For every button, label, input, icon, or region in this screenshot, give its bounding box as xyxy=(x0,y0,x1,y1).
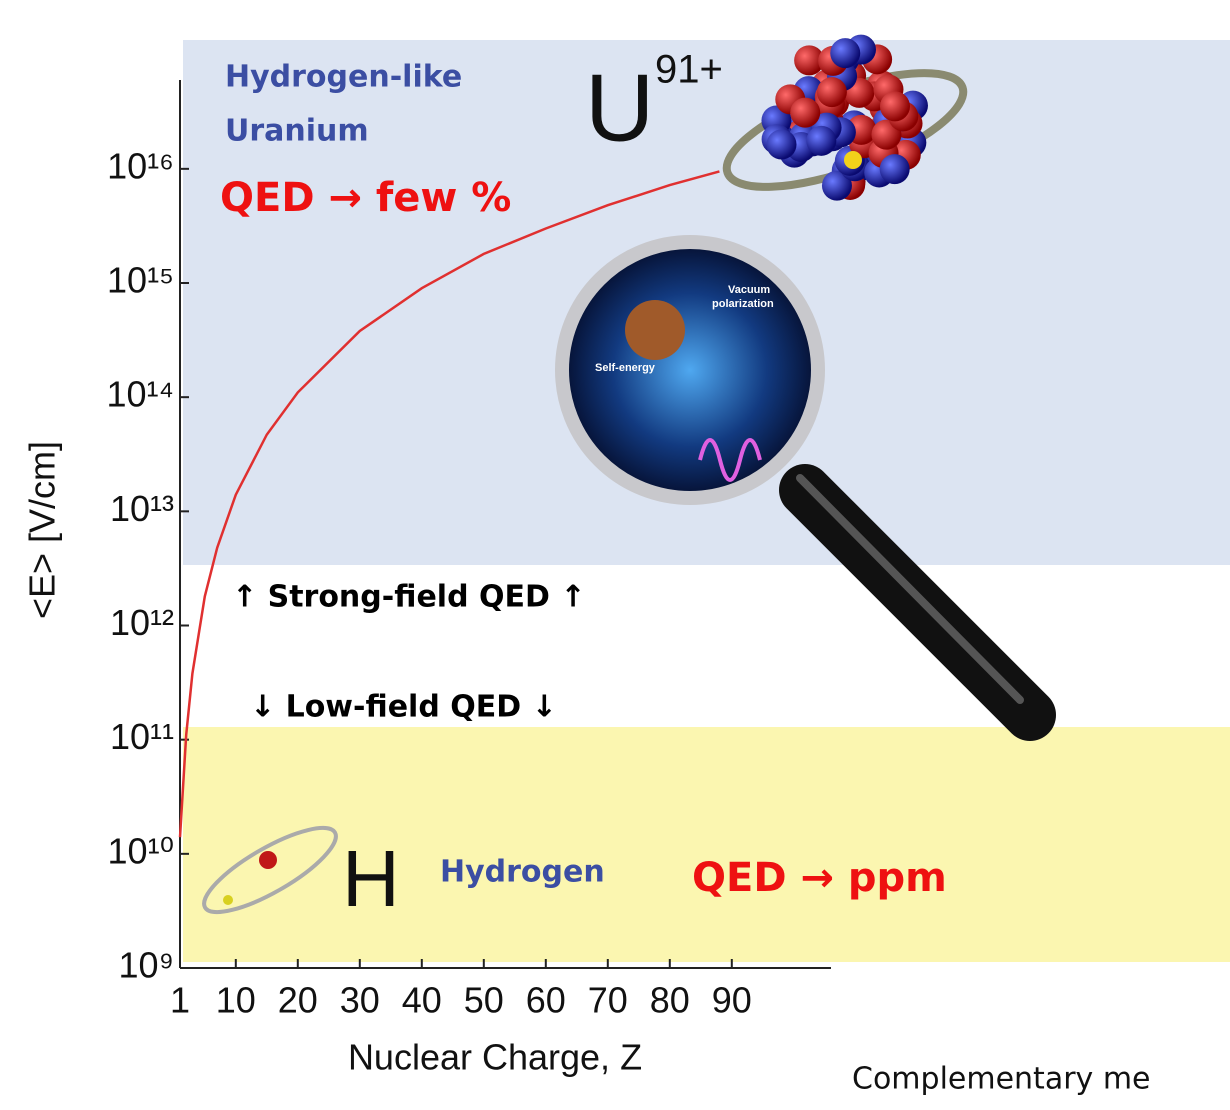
h-orbit xyxy=(202,825,338,915)
x-tick-label: 40 xyxy=(402,980,442,1021)
nucleus xyxy=(761,34,928,201)
photon-wave xyxy=(698,438,762,482)
y-tick-label: 10¹³ xyxy=(110,488,174,529)
annotation: Hydrogen-like xyxy=(225,60,462,95)
nucleon xyxy=(790,97,821,128)
magnifier-lens xyxy=(555,235,825,505)
x-tick-label: 30 xyxy=(340,980,380,1021)
nucleon xyxy=(766,129,797,160)
x-tick-label: 20 xyxy=(278,980,318,1021)
annotation: Uranium xyxy=(225,114,369,149)
annotation: ↑ Strong-field QED ↑ xyxy=(232,580,585,615)
x-tick-label: 70 xyxy=(588,980,628,1021)
electron xyxy=(844,151,862,169)
y-tick-label: 10¹⁴ xyxy=(107,374,175,415)
y-tick-label: 10¹¹ xyxy=(110,716,174,757)
annotation: Hydrogen xyxy=(440,855,605,890)
y-tick-label: 10¹⁶ xyxy=(107,145,174,186)
annotation: QED → ppm xyxy=(692,855,947,901)
x-tick-label: 1 xyxy=(170,980,190,1021)
nucleon xyxy=(806,125,837,156)
element-symbol: H xyxy=(342,834,400,923)
lens-nucleus xyxy=(625,300,685,360)
h-nucleus xyxy=(259,851,277,869)
y-tick-label: 10¹⁰ xyxy=(108,830,174,871)
nucleon xyxy=(794,45,825,76)
element-symbol: U xyxy=(585,54,654,161)
x-tick-label: 10 xyxy=(216,980,256,1021)
lens-label: Vacuum xyxy=(728,284,770,296)
h-electron xyxy=(223,895,233,905)
x-tick-label: 90 xyxy=(712,980,752,1021)
y-tick-label: 10¹² xyxy=(110,602,174,643)
data-line xyxy=(178,170,720,838)
illustrations xyxy=(202,34,1056,915)
x-tick-label: 50 xyxy=(464,980,504,1021)
annotation: ↓ Low-field QED ↓ xyxy=(250,690,557,725)
nucleon xyxy=(821,170,852,201)
x-tick-label: 80 xyxy=(650,980,690,1021)
y-axis-title: <E> [V/cm] xyxy=(22,441,63,619)
nucleon xyxy=(830,38,861,69)
lens-label: Self-energy xyxy=(595,362,656,374)
y-tick-label: 10⁹ xyxy=(119,945,174,986)
x-axis-title: Nuclear Charge, Z xyxy=(348,1037,642,1078)
ion-charge: 91+ xyxy=(655,48,723,92)
nucleon xyxy=(879,154,910,185)
nucleon xyxy=(816,77,847,108)
annotation: QED → few % xyxy=(220,175,511,221)
magnifier-shine xyxy=(796,474,1024,704)
low-field-region xyxy=(183,727,1230,962)
x-tick-label: 60 xyxy=(526,980,566,1021)
caption: Complementary me xyxy=(852,1062,1151,1097)
y-tick-label: 10¹⁵ xyxy=(107,260,174,301)
lens-label: polarization xyxy=(712,298,774,310)
nucleon xyxy=(879,91,910,122)
